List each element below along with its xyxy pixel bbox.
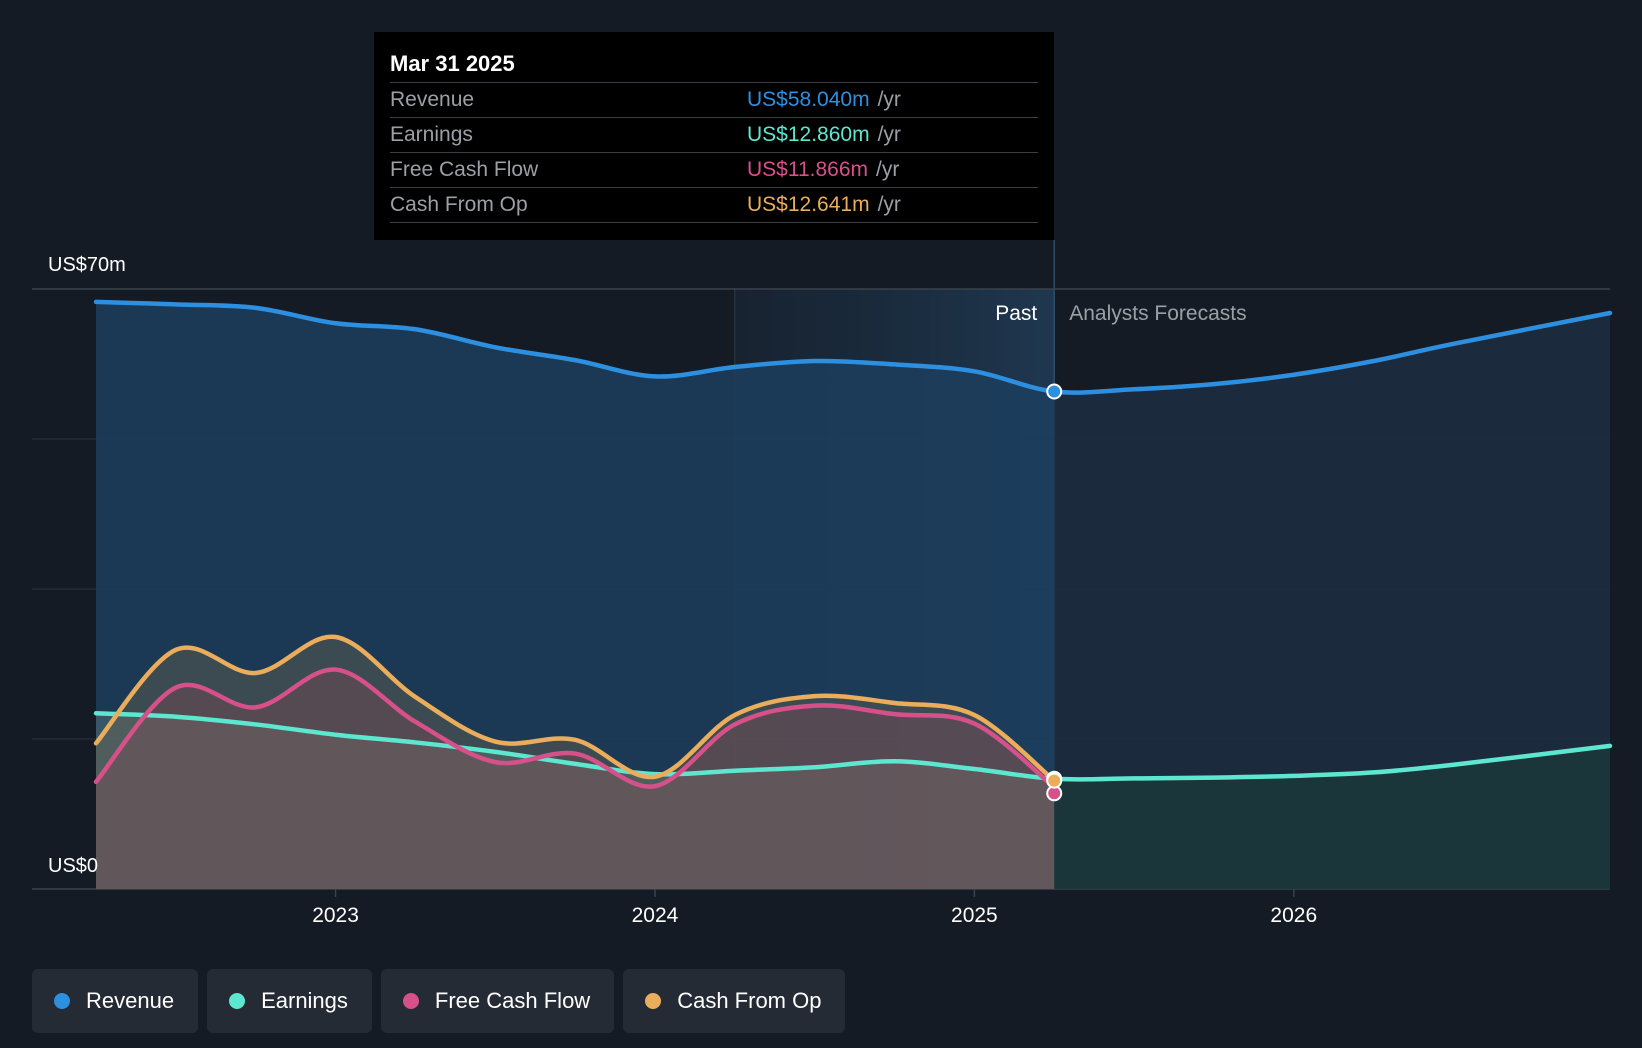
- tooltip-row-revenue: Revenue US$58.040m /yr: [390, 82, 1038, 117]
- tooltip-label: Earnings: [390, 123, 473, 146]
- earnings-area-forecast: [1054, 745, 1610, 889]
- hover-tooltip: Mar 31 2025 Revenue US$58.040m /yr Earni…: [374, 32, 1054, 240]
- tooltip-unit: /yr: [877, 88, 901, 111]
- legend-dot-icon: [402, 993, 419, 1009]
- tooltip-value: US$12.641m: [747, 193, 870, 216]
- earnings-line: [93, 711, 1613, 782]
- revenue-marker: [1046, 383, 1063, 400]
- legend: Revenue Earnings Free Cash Flow Cash Fro…: [32, 969, 846, 1033]
- x-tick-label: 2024: [632, 904, 679, 927]
- tooltip-value: US$12.860m: [747, 123, 870, 146]
- legend-label: Cash From Op: [677, 988, 822, 1013]
- revenue-line: [93, 299, 1613, 395]
- tooltip-unit: /yr: [877, 193, 901, 216]
- legend-dot-icon: [54, 993, 70, 1009]
- tooltip-value: US$11.866m: [747, 158, 869, 181]
- revenue-area-past: [96, 301, 1055, 889]
- tooltip-row-free-cash-flow: Free Cash Flow US$11.866m /yr: [390, 152, 1038, 187]
- tooltip-label: Cash From Op: [390, 193, 528, 216]
- legend-label: Revenue: [86, 988, 175, 1013]
- tooltip-date: Mar 31 2025: [390, 51, 515, 76]
- tooltip-row-earnings: Earnings US$12.860m /yr: [390, 117, 1038, 152]
- earnings-area-past: [96, 713, 1055, 889]
- x-tick-label: 2026: [1270, 904, 1317, 927]
- x-tick-label: 2025: [951, 904, 998, 927]
- tooltip-unit: /yr: [876, 158, 900, 181]
- x-tick-label: 2023: [312, 904, 359, 927]
- legend-item-free-cash-flow[interactable]: Free Cash Flow: [380, 969, 615, 1033]
- y-tick-label: US$70m: [48, 254, 126, 276]
- cash-from-op-line: [93, 634, 1057, 783]
- forecast-label: Analysts Forecasts: [1069, 302, 1246, 325]
- legend-dot-icon: [229, 993, 246, 1009]
- legend-label: Earnings: [261, 988, 348, 1013]
- legend-item-revenue[interactable]: Revenue: [32, 969, 199, 1033]
- free-cash-flow-area-past: [96, 669, 1055, 889]
- legend-item-cash-from-op[interactable]: Cash From Op: [623, 969, 846, 1033]
- tooltip-unit: /yr: [877, 123, 901, 146]
- legend-item-earnings[interactable]: Earnings: [207, 969, 372, 1033]
- revenue-area-forecast: [1054, 313, 1610, 889]
- free-cash-flow-line: [93, 667, 1057, 790]
- tooltip-label: Free Cash Flow: [390, 158, 539, 181]
- tooltip-value: US$58.040m: [747, 88, 870, 111]
- tooltip-row-cash-from-op: Cash From Op US$12.641m /yr: [390, 187, 1038, 223]
- legend-dot-icon: [645, 993, 662, 1009]
- legend-label: Free Cash Flow: [434, 988, 591, 1013]
- past-label: Past: [995, 302, 1037, 325]
- y-tick-label: US$0: [48, 855, 98, 877]
- cash-from-op-marker: [1046, 772, 1063, 789]
- tooltip-label: Revenue: [390, 88, 475, 111]
